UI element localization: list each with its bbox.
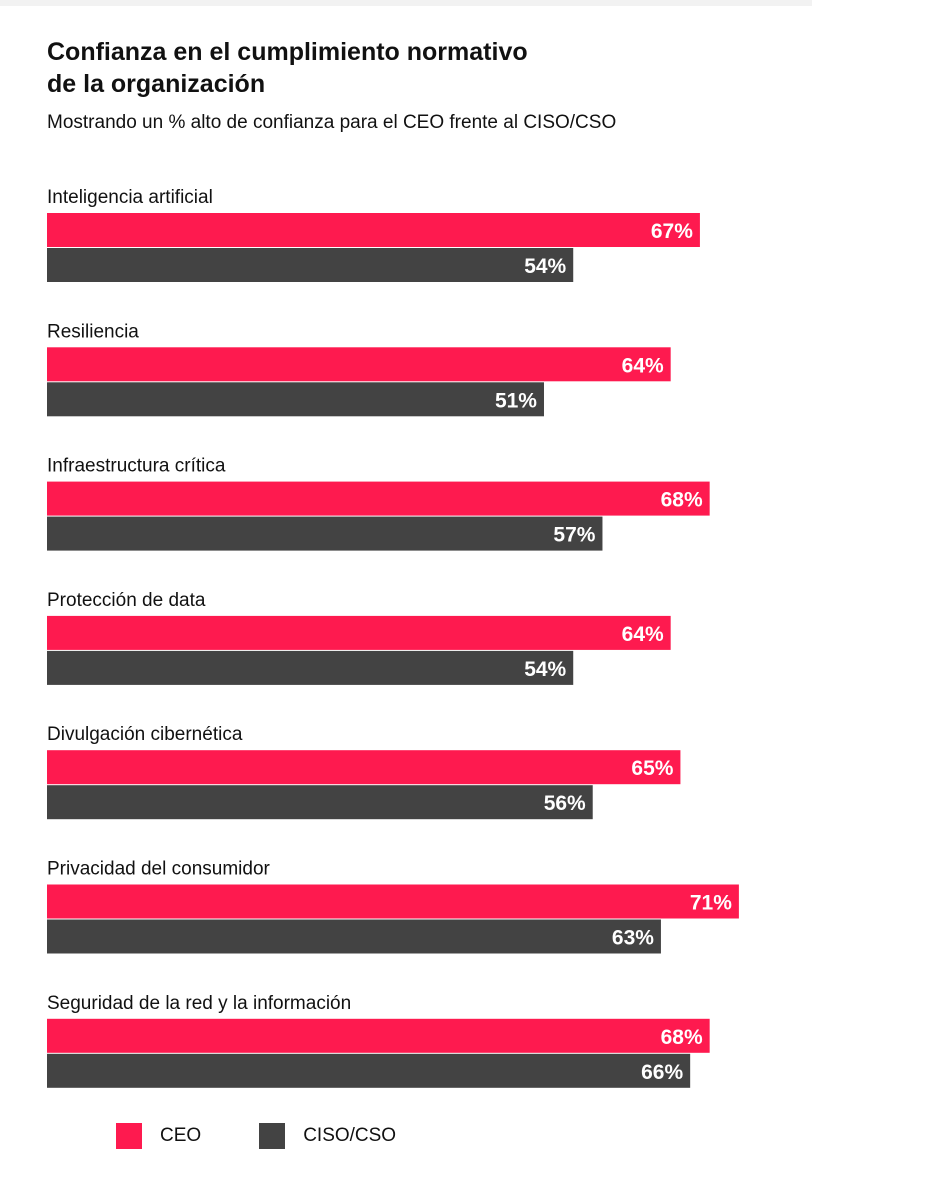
- bar-ceo-privacidad-del-consumidor: [47, 884, 739, 919]
- data-label-ciso-cso-divulgacion-cibernetica: 56%: [544, 792, 586, 815]
- bar-ciso-cso-divulgacion-cibernetica: [47, 785, 593, 820]
- category-label-seguridad-de-la-red-y-la-informacion: Seguridad de la red y la información: [47, 993, 351, 1014]
- chart-title: Confianza en el cumplimiento normativo d…: [47, 36, 847, 100]
- bar-ceo-infraestructura-critica: [47, 481, 710, 516]
- chart-legend: CEO CISO/CSO: [116, 1123, 454, 1149]
- category-label-divulgacion-cibernetica: Divulgación cibernética: [47, 724, 243, 745]
- data-label-ceo-privacidad-del-consumidor: 71%: [690, 892, 732, 915]
- data-label-ceo-resiliencia: 64%: [622, 354, 664, 377]
- bar-ciso-cso-seguridad-de-la-red-y-la-informacion: [47, 1053, 691, 1088]
- legend-item-ciso-cso: CISO/CSO: [259, 1123, 396, 1149]
- bar-ciso-cso-proteccion-de-data: [47, 650, 574, 685]
- bar-ciso-cso-resiliencia: [47, 382, 544, 417]
- data-label-ciso-cso-proteccion-de-data: 54%: [524, 658, 566, 681]
- data-label-ciso-cso-privacidad-del-consumidor: 63%: [612, 927, 654, 950]
- chart-title-line-1: Confianza en el cumplimiento normativo: [47, 38, 528, 66]
- legend-swatch-ciso-cso: [259, 1123, 286, 1149]
- data-label-ceo-proteccion-de-data: 64%: [622, 623, 664, 646]
- bar-ceo-seguridad-de-la-red-y-la-informacion: [47, 1018, 710, 1053]
- legend-label-ciso-cso: CISO/CSO: [303, 1125, 397, 1146]
- chart-subtitle: Mostrando un % alto de confianza para el…: [47, 112, 617, 133]
- bar-ceo-resiliencia: [47, 347, 671, 382]
- category-label-resiliencia: Resiliencia: [47, 321, 139, 342]
- data-label-ciso-cso-inteligencia-artificial: 54%: [524, 255, 566, 278]
- data-label-ceo-divulgacion-cibernetica: 65%: [631, 757, 673, 780]
- bar-ciso-cso-privacidad-del-consumidor: [47, 919, 661, 954]
- category-label-infraestructura-critica: Infraestructura crítica: [47, 456, 226, 477]
- chart-title-line-2: de la organización: [47, 70, 266, 98]
- data-label-ceo-seguridad-de-la-red-y-la-informacion: 68%: [661, 1026, 703, 1049]
- legend-label-ceo: CEO: [160, 1125, 202, 1146]
- category-label-proteccion-de-data: Protección de data: [47, 590, 206, 611]
- data-label-ciso-cso-resiliencia: 51%: [495, 389, 537, 412]
- data-label-ceo-inteligencia-artificial: 67%: [651, 220, 693, 243]
- data-label-ceo-infraestructura-critica: 68%: [661, 489, 703, 512]
- category-label-inteligencia-artificial: Inteligencia artificial: [47, 187, 213, 208]
- bar-ceo-inteligencia-artificial: [47, 213, 700, 247]
- data-label-ciso-cso-seguridad-de-la-red-y-la-informacion: 66%: [641, 1061, 683, 1084]
- category-label-privacidad-del-consumidor: Privacidad del consumidor: [47, 859, 271, 880]
- bar-chart: Inteligencia artificial 67% 54% Resiliencia…: [47, 187, 739, 1088]
- bar-ceo-divulgacion-cibernetica: [47, 750, 681, 785]
- bar-ciso-cso-inteligencia-artificial: [47, 248, 574, 282]
- legend-item-ceo: CEO: [116, 1123, 201, 1149]
- bar-ciso-cso-infraestructura-critica: [47, 516, 603, 551]
- top-divider: [0, 0, 812, 6]
- legend-swatch-ceo: [116, 1123, 142, 1149]
- bar-ceo-proteccion-de-data: [47, 615, 671, 650]
- data-label-ciso-cso-infraestructura-critica: 57%: [553, 524, 595, 547]
